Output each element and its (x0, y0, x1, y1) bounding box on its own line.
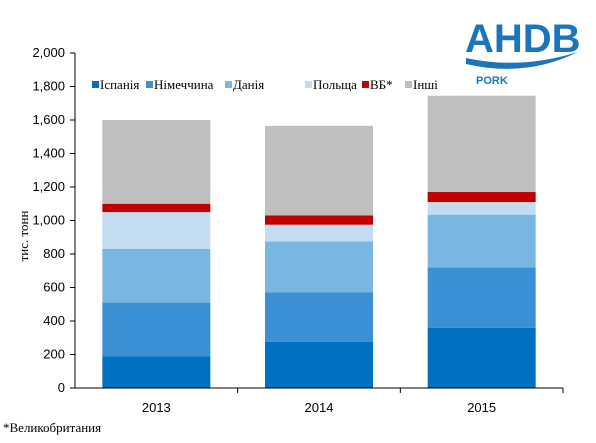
bar-segment-2014-5 (265, 125, 373, 216)
y-axis-title: тис. тонн (16, 211, 31, 262)
legend-swatch (362, 81, 369, 88)
bar-segment-2013-5 (102, 120, 211, 204)
footnote: *Великобритания (3, 420, 102, 435)
legend-label: Інші (413, 77, 438, 92)
logo-sub: PORK (476, 75, 508, 87)
bar-segment-2015-4 (427, 192, 536, 203)
y-tick-label: 2,000 (32, 45, 65, 60)
ahdb-logo: AHDB PORK (465, 17, 581, 87)
bar-segment-2015-5 (427, 95, 536, 193)
bar-segment-2013-4 (102, 203, 211, 213)
x-category-label: 2014 (305, 400, 334, 415)
bar-segment-2014-3 (265, 224, 373, 242)
bars (102, 95, 536, 388)
legend-swatch (305, 81, 312, 88)
y-tick-label: 1,400 (32, 146, 65, 161)
legend-label: ВБ* (370, 77, 393, 92)
bar-segment-2014-4 (265, 215, 373, 225)
legend-label: Іспанія (100, 77, 139, 92)
logo-word: AHDB (465, 17, 581, 61)
bar-segment-2013-1 (102, 302, 211, 357)
logo-swoosh-icon (466, 52, 578, 69)
bar-segment-2015-0 (427, 327, 536, 388)
y-tick-label: 1,600 (32, 112, 65, 127)
y-tick-label: 0 (58, 380, 65, 395)
x-axis-labels: 2013 2014 2015 (142, 388, 564, 415)
y-tick-label: 1,200 (32, 179, 65, 194)
legend-swatch (92, 81, 99, 88)
y-tick-label: 1,000 (32, 213, 65, 228)
legend-swatch (146, 81, 153, 88)
y-tick-label: 1,800 (32, 79, 65, 94)
y-axis-ticks: 0 200 400 600 800 1,000 1,200 1,400 1,600 1,800 2,… (32, 45, 75, 395)
bar-segment-2013-3 (102, 212, 211, 249)
bar-segment-2015-2 (427, 214, 536, 268)
legend-label: Польща (313, 77, 357, 92)
legend-swatch (225, 81, 232, 88)
legend-label: Данія (233, 77, 264, 92)
bar-segment-2015-1 (427, 267, 536, 328)
legend-label: Німеччина (154, 77, 214, 92)
legend: Іспанія Німеччина Данія Польща ВБ* Інші (92, 77, 438, 92)
bar-segment-2014-0 (265, 341, 373, 388)
y-tick-label: 800 (43, 246, 65, 261)
bar-segment-2013-0 (102, 356, 211, 388)
legend-swatch (405, 81, 412, 88)
y-tick-label: 400 (43, 313, 65, 328)
y-tick-label: 200 (43, 347, 65, 362)
y-tick-label: 600 (43, 280, 65, 295)
bar-segment-2013-2 (102, 248, 211, 303)
bar-segment-2014-2 (265, 241, 373, 293)
bar-segment-2015-3 (427, 202, 536, 215)
bar-segment-2014-1 (265, 292, 373, 342)
x-category-label: 2013 (142, 400, 171, 415)
x-category-label: 2015 (467, 400, 496, 415)
